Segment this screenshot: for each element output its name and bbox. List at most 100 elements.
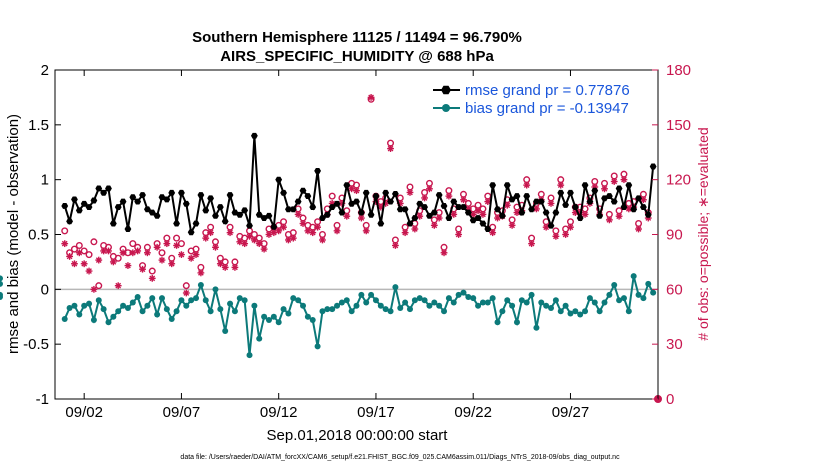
- rmse-point: [377, 220, 385, 227]
- obs-evaluated-stroke: [241, 240, 248, 247]
- bias-point: [173, 308, 180, 315]
- rmse-point: [153, 212, 161, 219]
- obs-evaluated-point: [124, 262, 132, 269]
- rmse-point: [552, 209, 560, 216]
- rmse-point: [129, 194, 137, 201]
- y-right-tick-label: 150: [666, 117, 691, 134]
- bias-point: [431, 299, 438, 306]
- rmse-point: [100, 189, 108, 196]
- bias-point: [548, 304, 555, 311]
- obs-evaluated-stroke: [621, 176, 627, 183]
- obs-evaluated-stroke: [411, 226, 418, 232]
- rmse-point: [635, 195, 642, 202]
- obs-evaluated-point: [343, 212, 351, 220]
- bias-point: [343, 297, 350, 304]
- rmse-point: [338, 209, 346, 216]
- bias-point: [562, 302, 569, 309]
- y-axis-label: rmse and bias (model - observation): [5, 114, 22, 354]
- x-axis-label: Sep.01,2018 00:00:00 start: [267, 427, 449, 444]
- obs-evaluated-point: [605, 216, 613, 224]
- bias-point: [314, 343, 321, 350]
- rmse-point: [158, 194, 166, 201]
- obs-evaluated-point: [226, 229, 234, 237]
- rmse-point: [236, 211, 244, 218]
- rmse-point: [581, 182, 589, 189]
- obs-evaluated-stroke: [139, 266, 146, 273]
- bias-point: [436, 302, 443, 309]
- obs-evaluated-stroke: [227, 229, 233, 236]
- legend-bias-label: bias grand pr = -0.13947: [465, 100, 629, 117]
- obs-evaluated-point: [474, 207, 482, 215]
- obs-evaluated-point: [250, 236, 258, 244]
- obs-evaluated-point: [508, 221, 516, 229]
- bias-point: [251, 302, 258, 309]
- obs-evaluated-point: [581, 210, 589, 218]
- rmse-point: [557, 189, 565, 196]
- bias-point: [460, 289, 467, 296]
- rmse-point: [421, 204, 428, 211]
- bias-point: [261, 313, 268, 320]
- y-axis-right-label: # of obs: o=possible; ∗=evaluated: [695, 127, 711, 340]
- rmse-point: [255, 211, 263, 218]
- rmse-point: [469, 217, 477, 224]
- obs-evaluated-stroke: [441, 249, 447, 256]
- obs-evaluated-point: [231, 264, 239, 271]
- obs-evaluated-point: [484, 198, 492, 205]
- bias-point: [334, 302, 341, 309]
- rmse-point: [124, 226, 132, 232]
- obs-evaluated-stroke: [236, 238, 243, 245]
- rmse-point: [605, 193, 613, 200]
- rmse-point: [591, 187, 599, 194]
- rmse-point: [250, 132, 258, 139]
- obs-evaluated-stroke: [86, 268, 92, 274]
- rmse-point: [314, 167, 321, 174]
- rmse-point: [173, 220, 180, 227]
- obs-evaluated-stroke: [198, 270, 204, 276]
- obs-evaluated-stroke: [100, 248, 107, 254]
- bias-point: [596, 308, 603, 315]
- bias-point: [382, 306, 389, 313]
- bias-point: [552, 297, 559, 304]
- obs-evaluated-point: [216, 260, 224, 268]
- bias-point: [0, 280, 3, 287]
- obs-evaluated-stroke: [421, 195, 428, 201]
- rmse-point: [367, 211, 375, 218]
- rmse-point: [392, 190, 399, 197]
- rmse-point: [479, 220, 487, 227]
- bias-point: [120, 302, 127, 309]
- y-tick-label: 0: [41, 281, 49, 298]
- rmse-series: [61, 132, 657, 236]
- x-tick-label: 09/07: [163, 404, 201, 421]
- obs-evaluated-stroke: [635, 226, 642, 232]
- obs-evaluated-stroke: [475, 207, 481, 214]
- obs-evaluated-point: [299, 220, 307, 227]
- rmse-point: [163, 196, 171, 203]
- rmse-point: [221, 218, 229, 225]
- rmse-point: [372, 193, 380, 200]
- obs-evaluated-point: [503, 201, 511, 209]
- obs-evaluated-stroke: [232, 264, 238, 271]
- obs-evaluated-stroke: [611, 178, 618, 185]
- rmse-point: [435, 192, 443, 198]
- rmse-point: [246, 222, 253, 229]
- rmse-point: [460, 204, 467, 211]
- obs-evaluated-point: [71, 260, 78, 268]
- rmse-point: [109, 220, 117, 227]
- rmse-point: [601, 195, 608, 202]
- rmse-point: [362, 189, 370, 196]
- obs-evaluated-point: [610, 178, 618, 185]
- obs-evaluated-point: [260, 245, 268, 253]
- rmse-point: [542, 209, 550, 216]
- obs-evaluated-stroke: [553, 233, 559, 240]
- bias-point: [591, 299, 598, 306]
- bias-point: [567, 310, 574, 317]
- obs-evaluated-point: [333, 227, 341, 235]
- obs-evaluated-point: [148, 274, 156, 282]
- rmse-point: [207, 195, 215, 202]
- bias-point: [499, 308, 506, 315]
- bias-point: [0, 294, 3, 301]
- bias-point: [236, 295, 243, 302]
- obs-evaluated-point: [440, 249, 448, 257]
- bias-point: [470, 295, 477, 302]
- rmse-point: [455, 204, 463, 211]
